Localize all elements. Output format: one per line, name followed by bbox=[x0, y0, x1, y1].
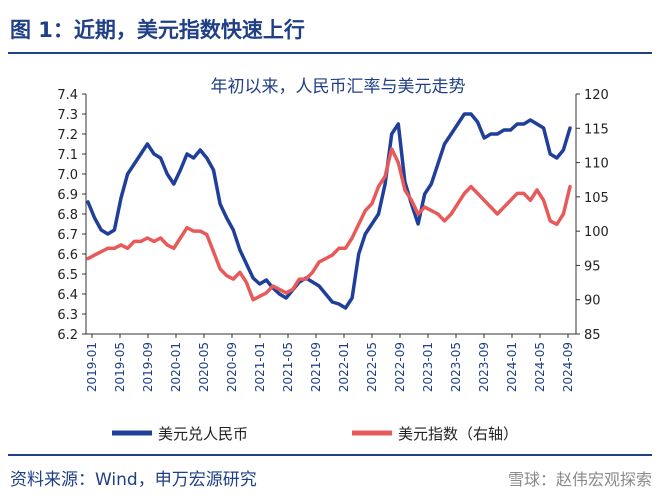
x-tick-label: 2024-05 bbox=[533, 342, 547, 392]
y-left-tick-label: 6.3 bbox=[57, 308, 78, 323]
footer-divider bbox=[8, 454, 652, 456]
y-left-tick-label: 6.5 bbox=[57, 268, 78, 283]
y-left-tick-label: 7.4 bbox=[57, 88, 78, 103]
y-left-tick-label: 7.2 bbox=[57, 128, 78, 143]
y-right-tick-label: 120 bbox=[584, 88, 609, 103]
x-axis: 2019-01 2019-05 2019-09 2020-01 2020-05 2020-… bbox=[85, 334, 575, 392]
line-chart: 年初以来，人民币汇率与美元走势 7.4 7.3 7.2 7.1 7.0 6.9 6.8 6.7… bbox=[57, 77, 609, 443]
x-tick-label: 2023-01 bbox=[421, 342, 435, 392]
x-tick-label: 2021-09 bbox=[309, 342, 323, 392]
x-tick-label: 2024-01 bbox=[505, 342, 519, 392]
x-tick-label: 2021-01 bbox=[253, 342, 267, 392]
watermark: 雪球：赵伟宏观探索 bbox=[507, 470, 652, 489]
x-tick-label: 2023-05 bbox=[449, 342, 463, 392]
legend-label: 美元指数（右轴） bbox=[398, 425, 518, 443]
y-left-tick-label: 6.8 bbox=[57, 208, 78, 223]
figure-title: 图 1：近期，美元指数快速上行 bbox=[10, 18, 305, 42]
x-tick-label: 2019-01 bbox=[85, 342, 99, 392]
y-left-tick-label: 6.7 bbox=[57, 228, 78, 243]
x-tick-label: 2022-01 bbox=[337, 342, 351, 392]
x-tick-label: 2020-01 bbox=[169, 342, 183, 392]
y-axis-right: 120 115 110 105 100 95 90 85 bbox=[576, 88, 609, 343]
dollar-index-line bbox=[86, 147, 572, 302]
x-tick-label: 2024-09 bbox=[561, 342, 575, 392]
x-tick-label: 2023-09 bbox=[477, 342, 491, 392]
y-right-tick-label: 85 bbox=[584, 328, 601, 343]
series-layer bbox=[86, 112, 572, 310]
x-tick-label: 2020-05 bbox=[197, 342, 211, 392]
y-left-tick-label: 6.6 bbox=[57, 248, 78, 263]
y-left-tick-label: 7.3 bbox=[57, 108, 78, 123]
chart-title: 年初以来，人民币汇率与美元走势 bbox=[211, 77, 466, 97]
source-note: 资料来源：Wind，申万宏源研究 bbox=[10, 470, 257, 490]
title-divider bbox=[8, 52, 652, 54]
legend-label: 美元兑人民币 bbox=[158, 425, 248, 443]
legend: 美元兑人民币 美元指数（右轴） bbox=[112, 425, 518, 443]
y-left-tick-label: 6.2 bbox=[57, 328, 78, 343]
x-tick-label: 2019-09 bbox=[141, 342, 155, 392]
x-tick-label: 2022-09 bbox=[393, 342, 407, 392]
y-left-tick-label: 6.4 bbox=[57, 288, 78, 303]
y-right-tick-label: 115 bbox=[584, 122, 609, 137]
x-tick-label: 2019-05 bbox=[113, 342, 127, 392]
y-right-tick-label: 105 bbox=[584, 191, 609, 206]
y-left-tick-label: 7.0 bbox=[57, 168, 78, 183]
y-left-tick-label: 7.1 bbox=[57, 148, 78, 163]
usdcny-line bbox=[86, 112, 572, 310]
y-right-tick-label: 90 bbox=[584, 294, 601, 309]
y-right-tick-label: 110 bbox=[584, 157, 609, 172]
y-right-tick-label: 95 bbox=[584, 259, 601, 274]
y-left-tick-label: 6.9 bbox=[57, 188, 78, 203]
x-tick-label: 2022-05 bbox=[365, 342, 379, 392]
x-tick-label: 2021-05 bbox=[281, 342, 295, 392]
x-tick-label: 2020-09 bbox=[225, 342, 239, 392]
y-right-tick-label: 100 bbox=[584, 225, 609, 240]
y-axis-left: 7.4 7.3 7.2 7.1 7.0 6.9 6.8 6.7 6.6 6.5 6.4 6.3 6.2 bbox=[57, 88, 86, 343]
